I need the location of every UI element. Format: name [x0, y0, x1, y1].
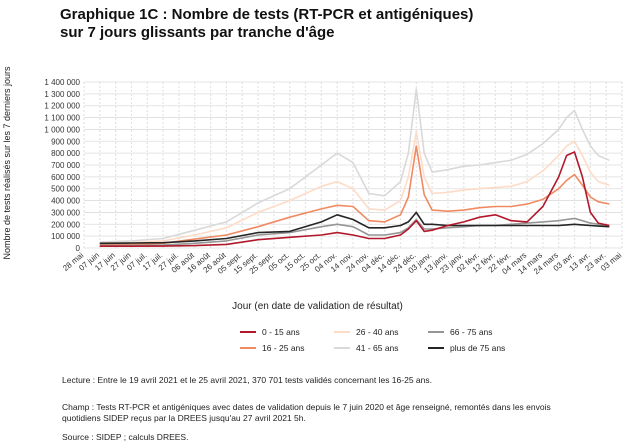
legend-label: plus de 75 ans	[450, 343, 506, 353]
legend-swatch	[334, 331, 350, 333]
y-tick-label: 1 200 000	[44, 102, 80, 111]
series-line-26-40-ans	[99, 131, 610, 245]
legend-item-41-65: 41 - 65 ans	[334, 343, 428, 353]
y-tick-labels: 0 100 000 200 000 300 000 400 000 500 000 600 …	[44, 78, 80, 253]
y-tick-label: 400 000	[51, 197, 80, 206]
y-tick-label: 700 000	[51, 161, 80, 170]
note-champ: Champ : Tests RT-PCR et antigéniques ave…	[62, 402, 551, 423]
chart-title-line1: Graphique 1C : Nombre de tests (RT-PCR e…	[60, 6, 474, 23]
legend-label: 0 - 15 ans	[262, 327, 300, 337]
note-lecture: Lecture : Entre le 19 avril 2021 et le 2…	[62, 375, 432, 385]
legend-label: 26 - 40 ans	[356, 327, 399, 337]
legend-item-0-15: 0 - 15 ans	[240, 327, 334, 337]
legend-swatch	[240, 331, 256, 333]
legend-swatch	[428, 347, 444, 349]
series-line-66-75-ans	[99, 217, 610, 247]
note-source: Source : SIDEP ; calculs DREES.	[62, 432, 189, 442]
y-tick-label: 1 400 000	[44, 78, 80, 87]
y-tick-label: 900 000	[51, 137, 80, 146]
y-tick-label: 1 300 000	[44, 90, 80, 99]
y-tick-label: 0	[76, 244, 81, 253]
line-chart: 0 100 000 200 000 300 000 400 000 500 000 600 …	[44, 78, 623, 276]
y-tick-label: 300 000	[51, 208, 80, 217]
y-tick-label: 200 000	[51, 220, 80, 229]
chart-title: Graphique 1C : Nombre de tests (RT-PCR e…	[60, 6, 473, 42]
legend-swatch	[240, 347, 256, 349]
series-line-0-15-ans	[99, 151, 610, 247]
series-layer	[99, 88, 610, 247]
y-tick-label: 800 000	[51, 149, 80, 158]
series-line-16-25-ans	[99, 145, 610, 246]
legend: 0 - 15 ans 26 - 40 ans 66 - 75 ans 16 - …	[240, 327, 522, 353]
y-tick-label: 1 000 000	[44, 125, 80, 134]
x-axis-label: Jour (en date de validation de résultat)	[232, 301, 403, 312]
y-tick-label: 1 100 000	[44, 114, 80, 123]
legend-item-75-plus: plus de 75 ans	[428, 343, 522, 353]
series-line-41-65-ans	[99, 88, 610, 243]
chart-title-line2: sur 7 jours glissants par tranche d'âge	[60, 24, 335, 41]
y-tick-label: 500 000	[51, 185, 80, 194]
legend-swatch	[334, 347, 350, 349]
legend-item-16-25: 16 - 25 ans	[240, 343, 334, 353]
legend-item-26-40: 26 - 40 ans	[334, 327, 428, 337]
legend-item-66-75: 66 - 75 ans	[428, 327, 522, 337]
y-tick-label: 100 000	[51, 232, 80, 241]
y-axis-label: Nombre de tests réalisés sur les 7 derni…	[2, 66, 12, 260]
series-line-plus-de-75-ans	[99, 211, 610, 245]
y-tick-label: 600 000	[51, 173, 80, 182]
legend-label: 41 - 65 ans	[356, 343, 399, 353]
legend-label: 66 - 75 ans	[450, 327, 493, 337]
legend-swatch	[428, 331, 444, 333]
legend-label: 16 - 25 ans	[262, 343, 305, 353]
grid-layer	[83, 81, 623, 249]
